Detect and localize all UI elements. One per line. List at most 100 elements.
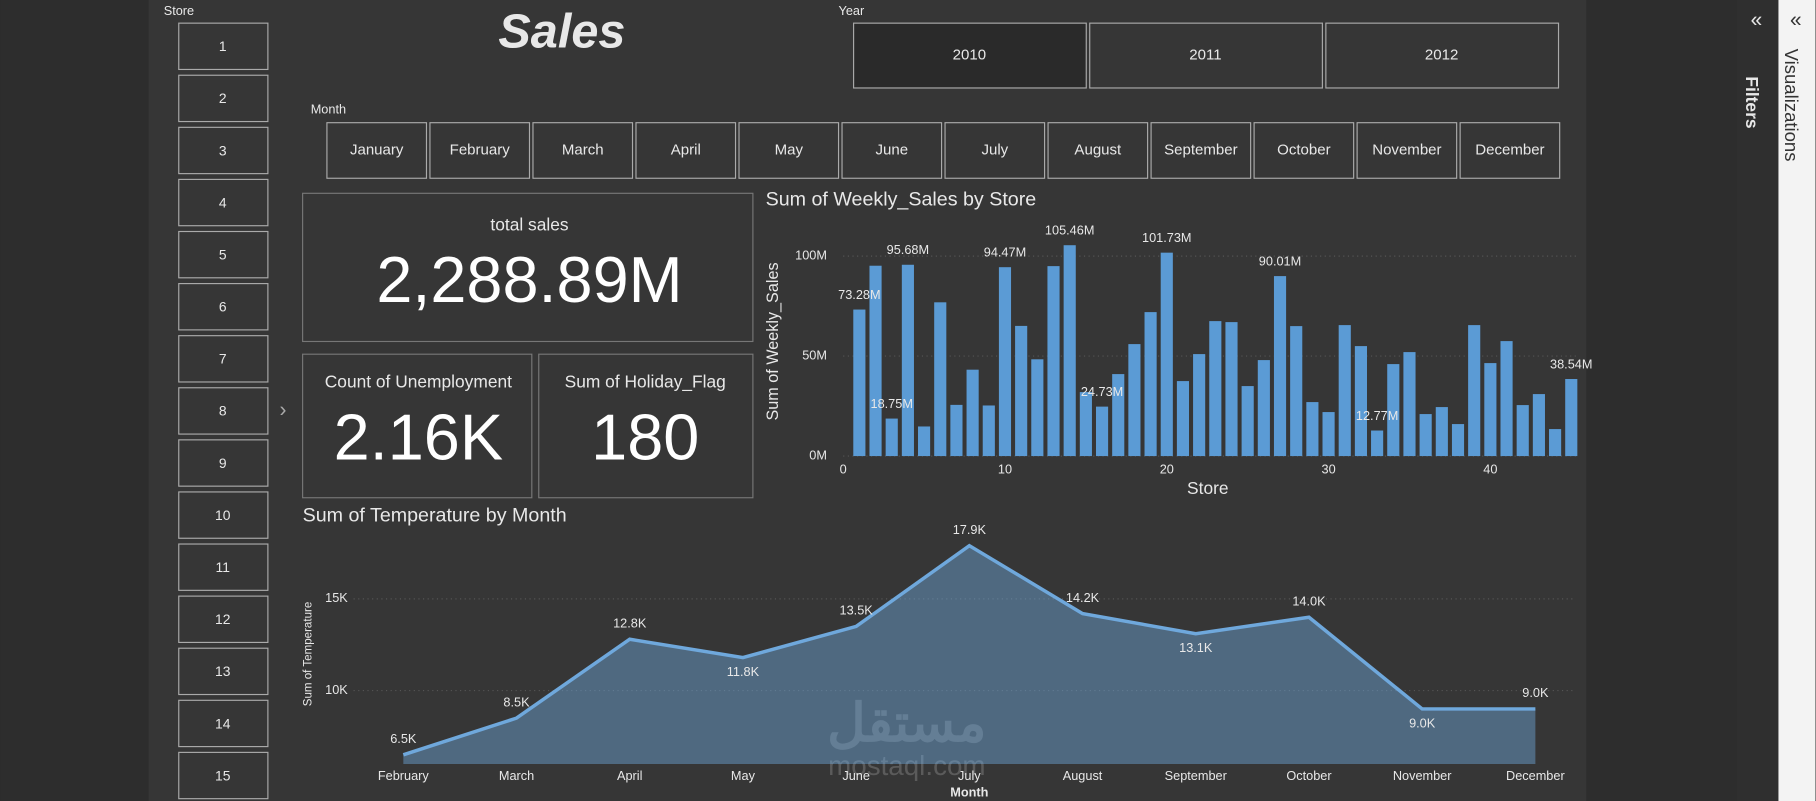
bar[interactable] <box>1031 359 1044 457</box>
slicer-item[interactable]: 2012 <box>1425 47 1458 64</box>
bar[interactable] <box>950 404 963 457</box>
bar[interactable] <box>918 426 931 457</box>
bar[interactable] <box>1387 364 1400 457</box>
slicer-button[interactable] <box>178 74 269 123</box>
slicer-item[interactable]: November <box>1372 141 1441 158</box>
bar[interactable] <box>1144 312 1157 457</box>
slicer-button[interactable] <box>1089 22 1323 89</box>
expand-arrow[interactable]: › <box>279 398 286 421</box>
slicer-button[interactable] <box>178 22 269 71</box>
bar[interactable] <box>934 302 947 457</box>
bar[interactable] <box>1451 424 1465 457</box>
bar[interactable] <box>853 309 866 457</box>
bar[interactable] <box>1128 344 1141 457</box>
slicer-item[interactable]: July <box>981 141 1008 158</box>
bar[interactable] <box>1209 321 1222 457</box>
slicer-item[interactable]: 12 <box>215 611 231 627</box>
bar[interactable] <box>1532 394 1545 457</box>
slicer-button[interactable] <box>178 283 269 331</box>
visualizations-pane[interactable] <box>1778 0 1816 801</box>
slicer-button[interactable] <box>178 439 269 487</box>
bar[interactable] <box>1257 360 1270 457</box>
bar[interactable] <box>1338 325 1351 457</box>
bar[interactable] <box>966 369 979 457</box>
slicer-item[interactable]: 14 <box>215 715 231 731</box>
slicer-button[interactable] <box>178 126 269 175</box>
slicer-item[interactable]: 8 <box>219 403 227 419</box>
bar[interactable] <box>1354 346 1367 457</box>
slicer-item[interactable]: 4 <box>219 194 227 210</box>
bar[interactable] <box>1015 325 1028 457</box>
bar[interactable] <box>869 265 882 457</box>
bar[interactable] <box>1095 406 1109 457</box>
slicer-button[interactable] <box>841 122 943 179</box>
bar[interactable] <box>1160 252 1173 457</box>
slicer-item[interactable]: 13 <box>215 663 231 679</box>
slicer-button[interactable] <box>1047 122 1149 179</box>
slicer-item[interactable]: 7 <box>219 351 227 367</box>
bar[interactable] <box>1565 379 1578 457</box>
bar[interactable] <box>1435 407 1448 457</box>
bar[interactable] <box>1176 381 1190 457</box>
bar[interactable] <box>1403 352 1416 457</box>
bar[interactable] <box>1225 322 1238 457</box>
bar[interactable] <box>1241 386 1254 457</box>
slicer-button[interactable] <box>178 387 269 435</box>
slicer-item[interactable]: 2010 <box>953 47 986 64</box>
slicer-item[interactable]: 3 <box>219 142 227 158</box>
slicer-button[interactable] <box>944 122 1046 179</box>
slicer-button[interactable] <box>532 122 634 179</box>
slicer-item[interactable]: 6 <box>219 299 227 315</box>
visualizations-label[interactable]: Visualizations <box>1781 49 1802 162</box>
slicer-button[interactable] <box>178 335 269 383</box>
bar[interactable] <box>1193 354 1206 457</box>
slicer-button[interactable] <box>635 122 737 179</box>
slicer-button[interactable] <box>326 122 428 179</box>
slicer-button[interactable] <box>853 22 1087 89</box>
bar[interactable] <box>1079 392 1092 457</box>
slicer-button[interactable] <box>178 699 269 748</box>
slicer-button[interactable] <box>178 751 269 800</box>
collapse-icon[interactable]: « <box>1790 8 1802 31</box>
slicer-button[interactable] <box>178 230 269 279</box>
bar[interactable] <box>1322 412 1335 457</box>
slicer-button[interactable] <box>429 122 531 179</box>
bar[interactable] <box>1419 414 1432 457</box>
bar[interactable] <box>1063 245 1076 457</box>
slicer-item[interactable]: June <box>875 141 908 158</box>
bar[interactable] <box>885 418 898 457</box>
bar[interactable] <box>1500 341 1513 457</box>
bar[interactable] <box>1484 363 1497 457</box>
bar[interactable] <box>1290 326 1303 457</box>
slicer-button[interactable] <box>1253 122 1355 179</box>
bar[interactable] <box>1306 402 1319 457</box>
slicer-item[interactable]: 2 <box>219 90 227 106</box>
collapse-icon[interactable]: « <box>1751 8 1763 31</box>
slicer-item[interactable]: August <box>1074 141 1122 158</box>
slicer-item[interactable]: 9 <box>219 455 227 471</box>
bar[interactable] <box>1516 405 1529 457</box>
slicer-item[interactable]: October <box>1277 141 1330 158</box>
slicer-item[interactable]: September <box>1164 141 1238 158</box>
bar[interactable] <box>1047 266 1060 457</box>
bar[interactable] <box>1273 276 1287 457</box>
bar[interactable] <box>1371 430 1384 457</box>
bar[interactable] <box>901 264 914 457</box>
slicer-button[interactable] <box>178 647 269 696</box>
slicer-item[interactable]: 5 <box>219 246 227 262</box>
slicer-item[interactable]: December <box>1475 141 1544 158</box>
slicer-button[interactable] <box>178 178 269 227</box>
bar[interactable] <box>1468 325 1481 457</box>
slicer-item[interactable]: 10 <box>215 507 231 523</box>
slicer-button[interactable] <box>178 491 269 539</box>
slicer-item[interactable]: 1 <box>219 38 227 54</box>
slicer-button[interactable] <box>1325 22 1560 89</box>
slicer-item[interactable]: May <box>775 141 804 158</box>
bar[interactable] <box>998 267 1012 457</box>
slicer-button[interactable] <box>1356 122 1458 179</box>
slicer-button[interactable] <box>1459 122 1561 179</box>
slicer-item[interactable]: April <box>671 141 701 158</box>
slicer-item[interactable]: March <box>562 141 604 158</box>
slicer-button[interactable] <box>738 122 840 179</box>
slicer-item[interactable]: 15 <box>215 767 231 783</box>
